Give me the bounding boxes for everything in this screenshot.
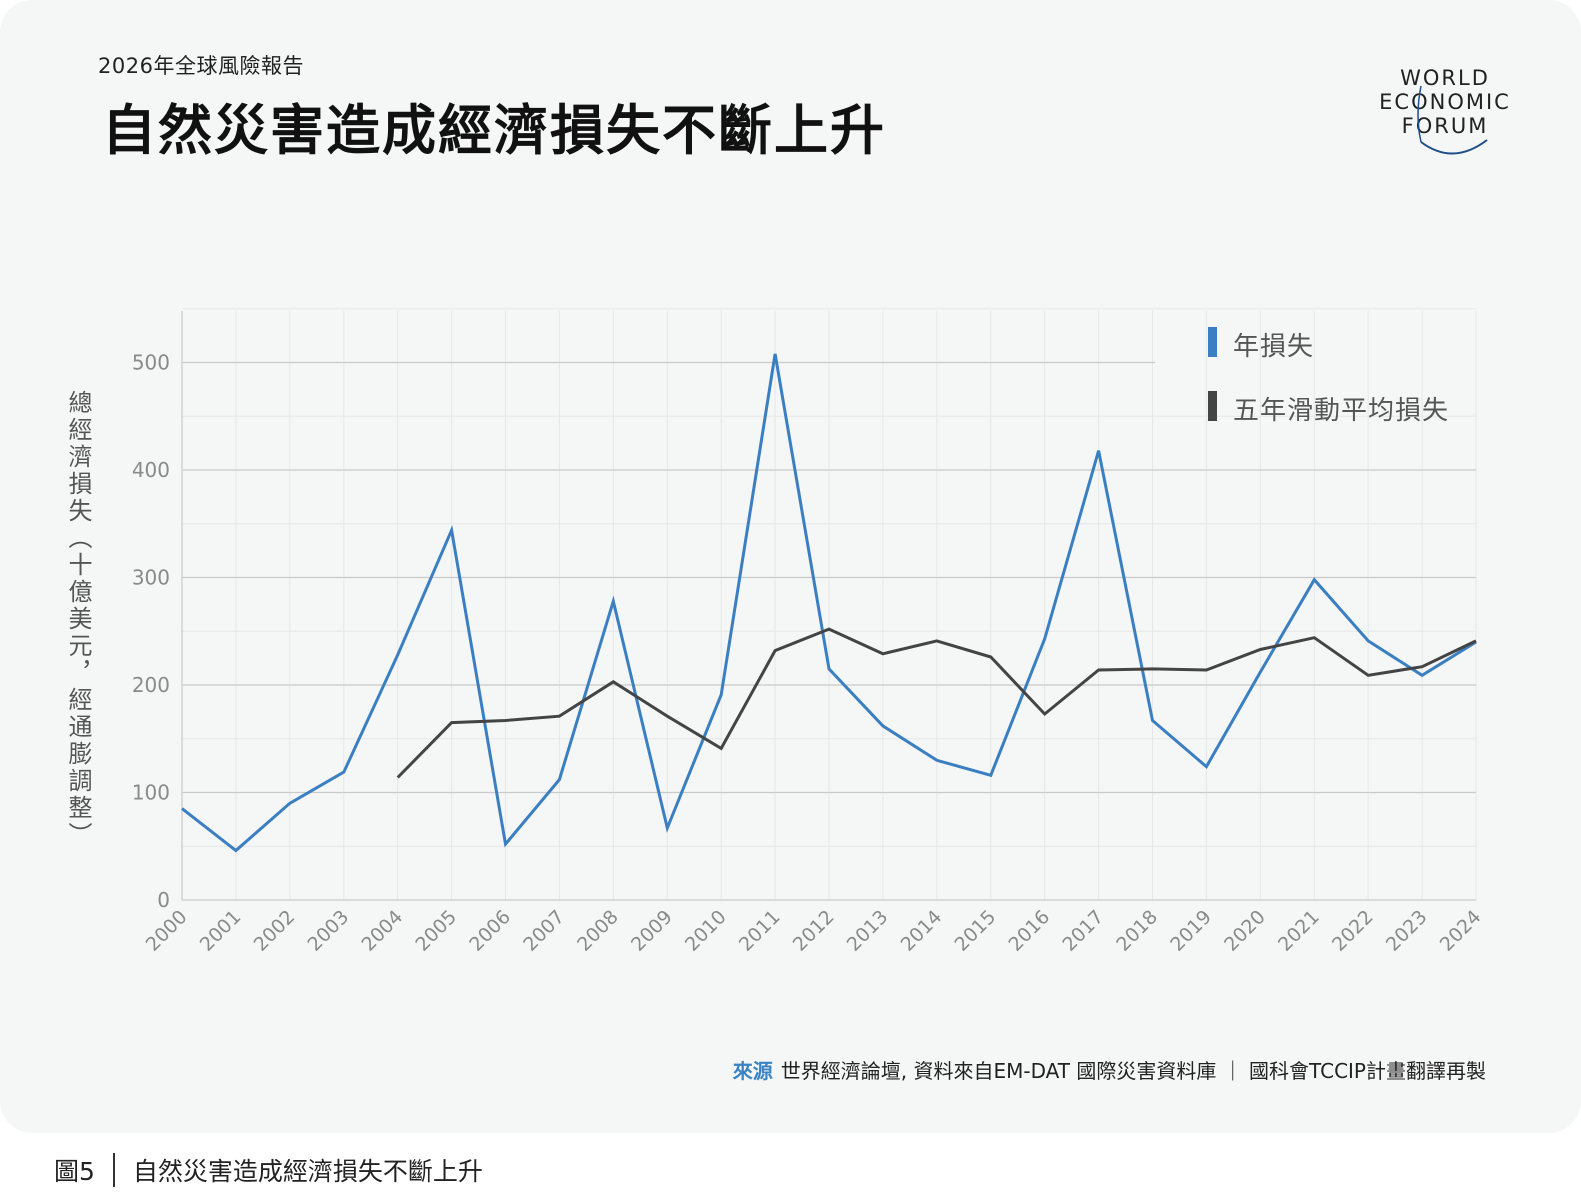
series-line-annual-loss bbox=[181, 353, 1477, 853]
x-tick-label-2021: 2021 bbox=[1274, 906, 1324, 956]
line-chart: 0 100 200 300 400 500 2000 2001 2002 2003 2004 2005… bbox=[132, 308, 1486, 956]
x-tick-label-2018: 2018 bbox=[1112, 906, 1162, 956]
figure-caption: 圖5 自然災害造成經濟損失不斷上升 bbox=[54, 1152, 483, 1188]
caption-divider bbox=[112, 1153, 115, 1187]
x-tick-label-2014: 2014 bbox=[897, 906, 947, 956]
figure-caption-text: 自然災害造成經濟損失不斷上升 bbox=[132, 1157, 483, 1186]
x-tick-label-2007: 2007 bbox=[519, 906, 569, 956]
x-tick-label-2002: 2002 bbox=[250, 906, 300, 956]
y-tick-label-300: 300 bbox=[132, 566, 170, 590]
x-tick-label-2005: 2005 bbox=[411, 906, 461, 956]
legend-label-annual: 年損失 bbox=[1233, 332, 1315, 362]
x-tick-label-2012: 2012 bbox=[789, 906, 839, 956]
figure-number: 圖5 bbox=[54, 1157, 95, 1186]
wef-logo: WORLD ECONOMIC FORUM bbox=[1365, 66, 1525, 162]
x-tick-label-2016: 2016 bbox=[1004, 906, 1054, 956]
x-tick-label-2019: 2019 bbox=[1166, 906, 1216, 956]
report-subtitle: 2026年全球風險報告 bbox=[98, 54, 304, 78]
x-tick-label-2010: 2010 bbox=[681, 906, 731, 956]
chart-title: 自然災害造成經濟損失不斷上升 bbox=[102, 99, 886, 162]
logo-line-1: WORLD bbox=[1400, 66, 1490, 90]
x-tick-label-2011: 2011 bbox=[735, 906, 785, 956]
y-tick-label-100: 100 bbox=[132, 781, 170, 805]
legend-label-moving-average: 五年滑動平均損失 bbox=[1233, 396, 1450, 426]
grid bbox=[181, 308, 1477, 901]
series bbox=[181, 353, 1477, 853]
x-tick-label-2008: 2008 bbox=[573, 906, 623, 956]
source-text: 世界經濟論壇, 資料來自EM-DAT 國際災害資料庫 ｜ 國科會TCCIP計畫翻… bbox=[780, 1059, 1486, 1083]
x-tick-label-2022: 2022 bbox=[1328, 906, 1378, 956]
source-label: 來源 bbox=[732, 1059, 773, 1083]
x-tick-label-2001: 2001 bbox=[196, 906, 246, 956]
legend-swatch-annual bbox=[1208, 327, 1217, 357]
x-tick-label-2023: 2023 bbox=[1382, 906, 1432, 956]
y-tick-label-200: 200 bbox=[132, 673, 170, 697]
logo-arc-icon bbox=[1417, 85, 1488, 155]
x-tick-label-2004: 2004 bbox=[357, 906, 407, 956]
x-tick-label-2003: 2003 bbox=[304, 906, 354, 956]
x-tick-label-2000: 2000 bbox=[142, 906, 192, 956]
logo-line-3: FORUM bbox=[1401, 114, 1489, 138]
legend-swatch-moving-average bbox=[1208, 391, 1217, 421]
series-line-five-year-moving-average bbox=[396, 627, 1477, 779]
x-tick-label-2024: 2024 bbox=[1436, 906, 1486, 956]
y-tick-label-0: 0 bbox=[157, 888, 170, 912]
x-tick-label-2017: 2017 bbox=[1058, 906, 1108, 956]
x-tick-label-2013: 2013 bbox=[843, 906, 893, 956]
y-tick-label-500: 500 bbox=[132, 351, 170, 375]
source-note: 來源 世界經濟論壇, 資料來自EM-DAT 國際災害資料庫 ｜ 國科會TCCIP計… bbox=[733, 1055, 1486, 1084]
x-tick-label-2006: 2006 bbox=[465, 906, 515, 956]
x-tick-label-2009: 2009 bbox=[627, 906, 677, 956]
x-tick-label-2015: 2015 bbox=[951, 906, 1001, 956]
x-tick-label-2020: 2020 bbox=[1220, 906, 1270, 956]
y-axis-label: 總經濟損失（十億美元，經通膨調整） bbox=[64, 390, 92, 849]
logo-line-2: ECONOMIC bbox=[1379, 90, 1511, 114]
y-tick-label-400: 400 bbox=[132, 458, 170, 482]
